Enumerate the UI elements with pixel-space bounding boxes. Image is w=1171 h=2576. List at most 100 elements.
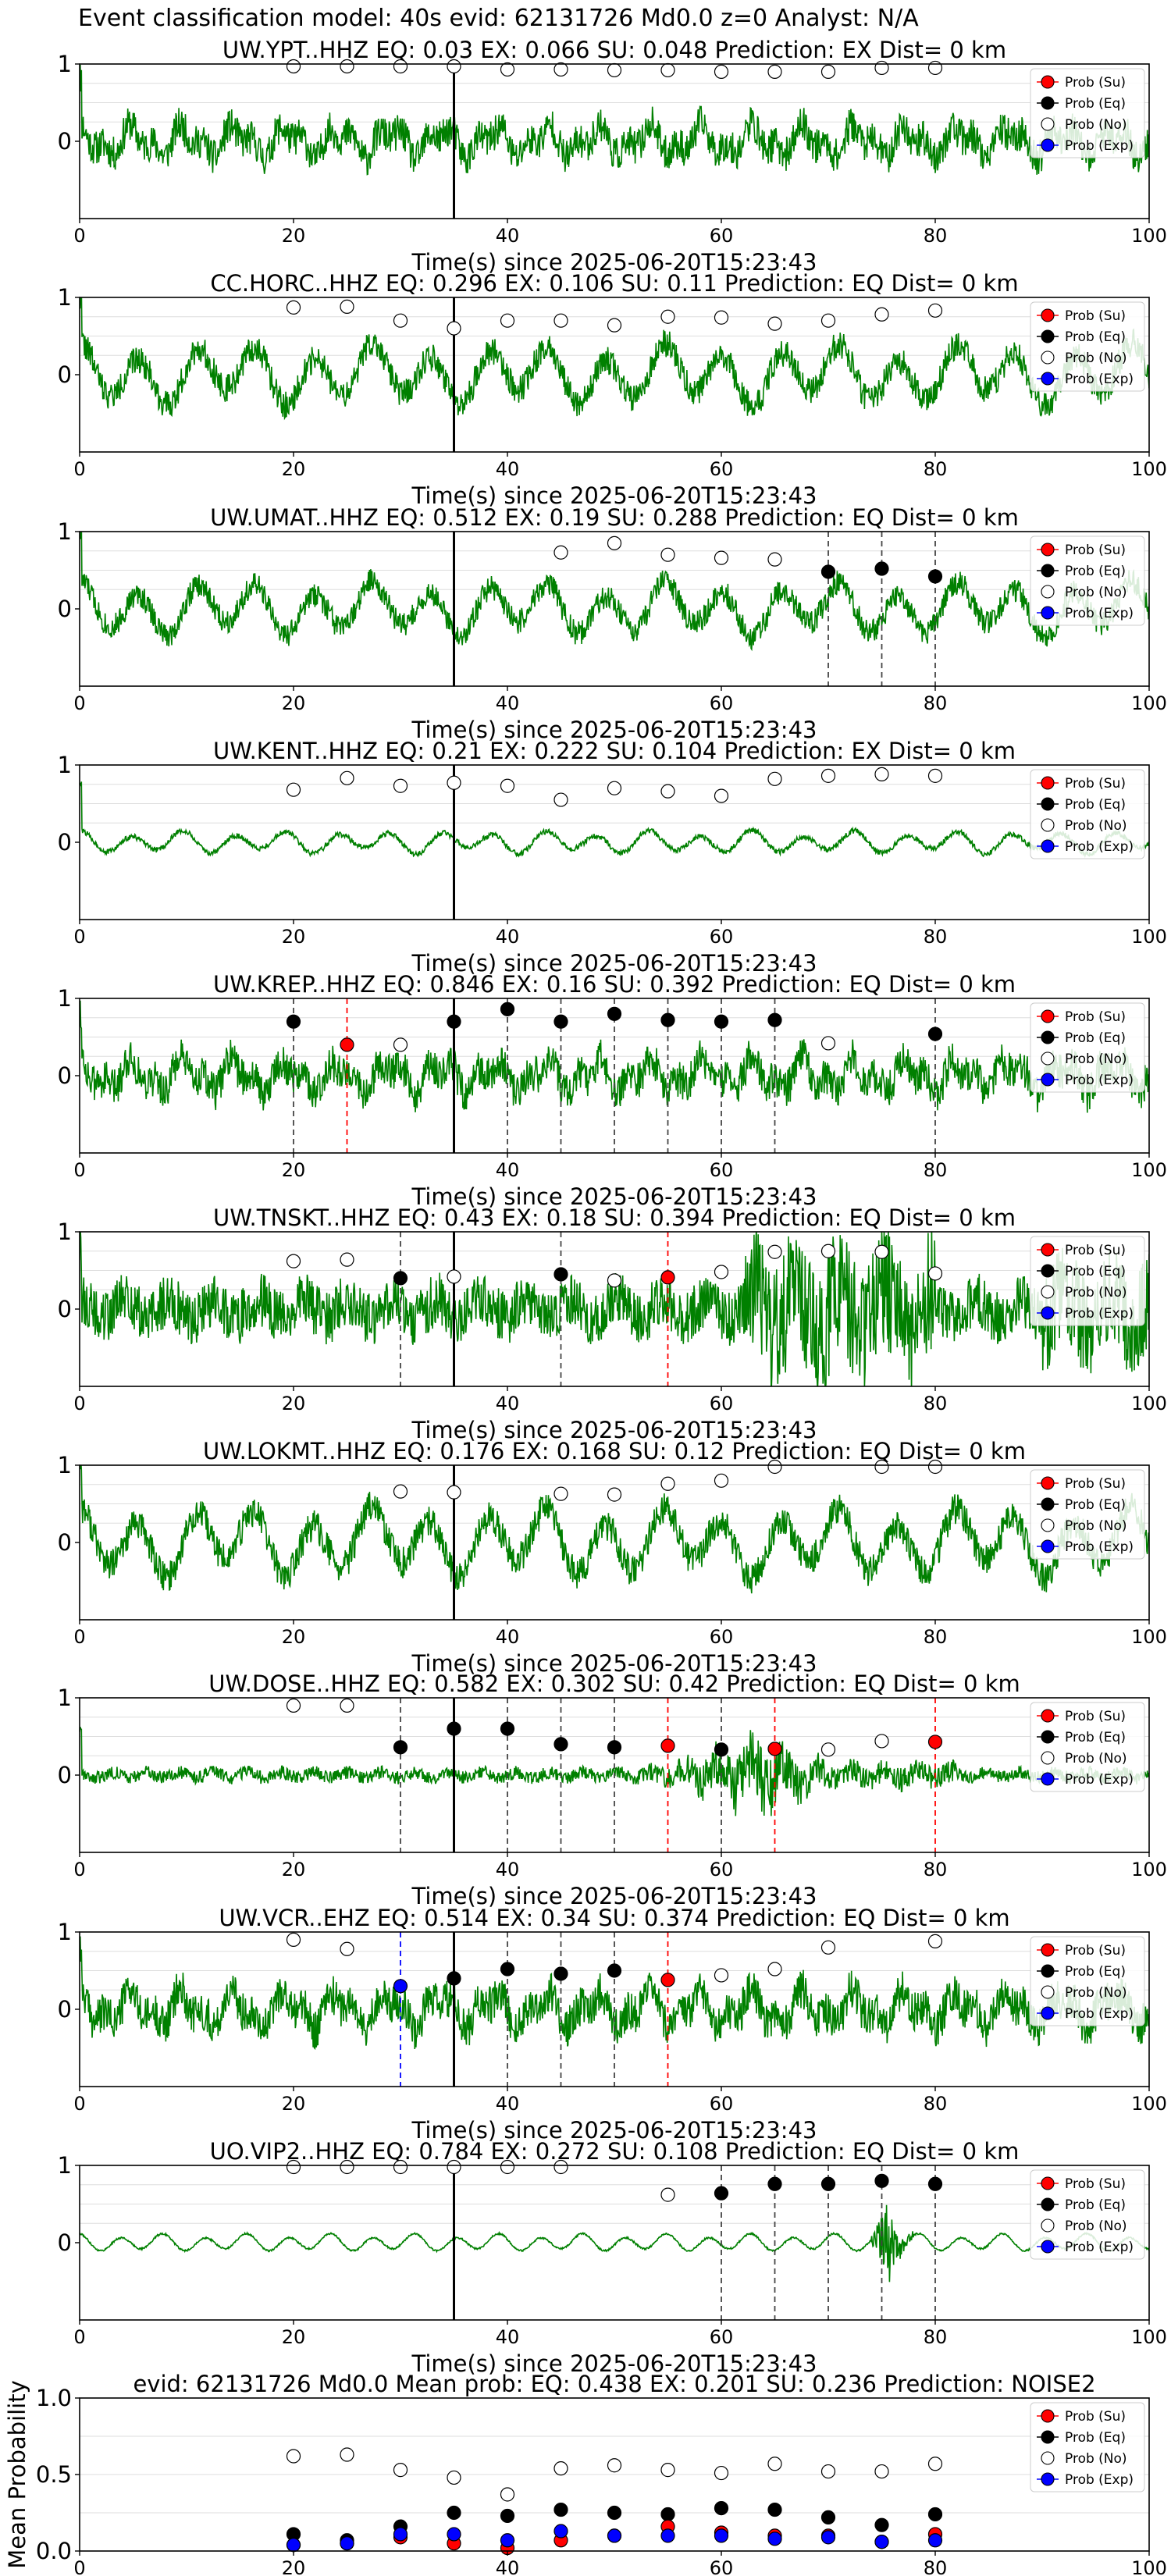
legend-marker [1041, 1243, 1055, 1257]
y-tick-label: 0 [58, 829, 72, 856]
legend-marker [1041, 606, 1055, 620]
prob-marker-exp [340, 2536, 354, 2551]
legend-marker [1041, 1030, 1055, 1044]
prob-marker-eq [500, 1721, 515, 1736]
prob-marker-exp [393, 1979, 408, 1994]
x-tick-label: 40 [496, 1159, 520, 1181]
panel-title: UW.VCR..EHZ EQ: 0.514 EX: 0.34 SU: 0.374… [219, 1905, 1009, 1931]
x-tick-label: 80 [924, 2093, 948, 2115]
legend-label: Prob (Eq) [1065, 564, 1126, 579]
prob-marker-eq [553, 1014, 568, 1029]
prob-marker-eq [553, 2502, 568, 2517]
legend-marker [1041, 2451, 1055, 2465]
prob-marker-su [767, 1742, 782, 1756]
prob-marker-no [607, 318, 622, 333]
y-tick-label: 0 [58, 128, 72, 155]
legend-marker [1041, 350, 1055, 365]
x-tick-label: 20 [282, 692, 306, 714]
x-tick-label: 80 [924, 926, 948, 948]
prob-marker-no [393, 778, 408, 793]
x-tick-label: 40 [496, 225, 520, 247]
x-tick-label: 20 [282, 2093, 306, 2115]
legend-marker [1041, 585, 1055, 599]
legend-marker [1041, 2472, 1055, 2486]
prob-marker-no [340, 1252, 354, 1267]
prob-marker-eq [820, 2510, 836, 2524]
x-tick-label: 0 [73, 2093, 85, 2115]
prob-marker-no [767, 771, 782, 786]
waveform-trace [80, 64, 1149, 176]
panel-title: evid: 62131726 Md0.0 Mean prob: EQ: 0.43… [133, 2371, 1095, 2397]
legend-marker [1041, 776, 1055, 790]
x-tick-label: 20 [282, 1393, 306, 1414]
y-tick-label: 0 [58, 1062, 72, 1089]
prob-marker-no [286, 782, 301, 797]
x-tick-label: 100 [1131, 926, 1167, 948]
legend-label: Prob (No) [1065, 350, 1127, 366]
x-tick-label: 60 [710, 1159, 734, 1181]
prob-marker-eq [393, 1740, 408, 1755]
x-axis-label: Time(s) since 2025-06-20T15:23:43 [411, 482, 817, 509]
y-tick-label: 1 [58, 752, 72, 778]
y-tick-label: 1 [58, 1919, 72, 1945]
prob-marker-no [714, 64, 729, 80]
prob-marker-no [340, 1941, 354, 1956]
prob-marker-no [553, 545, 568, 560]
y-tick-label: 1 [58, 985, 72, 1012]
x-tick-label: 100 [1131, 2326, 1167, 2348]
prob-marker-exp [714, 2528, 729, 2543]
prob-marker-eq [393, 1271, 408, 1286]
prob-marker-exp [874, 2535, 889, 2549]
x-tick-label: 20 [282, 225, 306, 247]
prob-marker-eq [500, 2508, 515, 2524]
y-tick-label: 0 [58, 2229, 72, 2256]
x-tick-label: 80 [924, 458, 948, 480]
legend-marker [1041, 1476, 1055, 1490]
prob-marker-eq [927, 2176, 943, 2191]
prob-marker-no [820, 768, 836, 783]
prob-marker-no [927, 768, 943, 783]
prob-marker-no [874, 1244, 889, 1259]
legend-label: Prob (Exp) [1065, 1073, 1134, 1088]
prob-marker-no [714, 788, 729, 803]
x-tick-label: 60 [710, 1393, 734, 1414]
waveform-trace [80, 1232, 1149, 1386]
y-tick-label: 1 [58, 2152, 72, 2179]
x-tick-label: 100 [1131, 225, 1167, 247]
x-tick-label: 0 [73, 1159, 85, 1181]
legend-marker [1041, 1073, 1055, 1087]
prob-marker-no [607, 2458, 622, 2473]
legend-label: Prob (Su) [1065, 1476, 1126, 1492]
x-tick-label: 20 [282, 1859, 306, 1880]
prob-marker-no [767, 64, 782, 80]
x-tick-label: 20 [282, 1626, 306, 1648]
legend-label: Prob (Exp) [1065, 839, 1134, 855]
y-tick-label: 0 [58, 1762, 72, 1788]
prob-marker-no [714, 550, 729, 565]
y-tick-label: 1 [58, 51, 72, 77]
prob-marker-no [500, 313, 515, 328]
panel-title: UW.KREP..HHZ EQ: 0.846 EX: 0.16 SU: 0.39… [213, 971, 1016, 998]
legend-label: Prob (No) [1065, 1751, 1127, 1767]
legend-marker [1041, 2197, 1055, 2211]
prob-marker-no [714, 1265, 729, 1279]
legend: Prob (Su) Prob (Eq) Prob (No) Prob (Exp) [1030, 68, 1145, 158]
legend-label: Prob (No) [1065, 585, 1127, 600]
legend-label: Prob (Eq) [1065, 1264, 1126, 1279]
x-tick-label: 60 [710, 1626, 734, 1648]
prob-marker-no [820, 1940, 836, 1955]
legend: Prob (Su) Prob (Eq) Prob (No) Prob (Exp) [1030, 2169, 1145, 2260]
legend-label: Prob (No) [1065, 818, 1127, 834]
x-tick-label: 0 [73, 692, 85, 714]
x-axis-label: Time(s) since 2025-06-20T15:23:43 [411, 2117, 817, 2144]
prob-marker-no [340, 2159, 354, 2175]
prob-marker-no [340, 1698, 354, 1713]
x-tick-label: 20 [282, 2326, 306, 2348]
legend-marker [1041, 2176, 1055, 2190]
prob-marker-no [927, 1459, 943, 1475]
legend-marker [1041, 839, 1055, 853]
prob-marker-exp [553, 2524, 568, 2539]
prob-marker-eq [874, 2517, 889, 2532]
prob-marker-eq [553, 1267, 568, 1282]
